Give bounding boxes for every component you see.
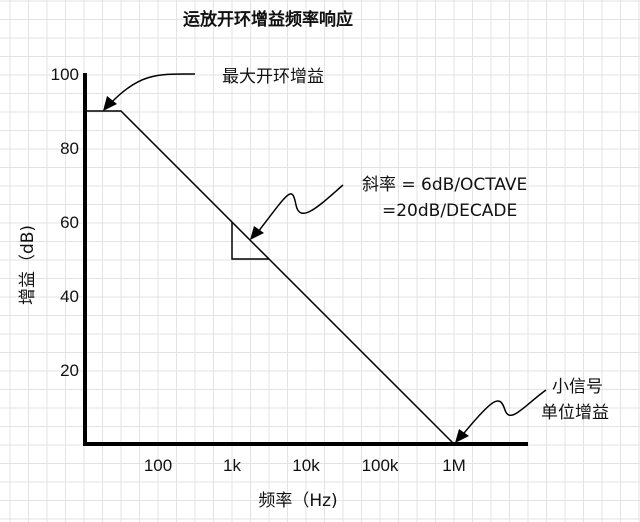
y-tick-label: 100 [51,65,79,84]
annotation-max-gain: 最大开环增益 [222,67,324,87]
x-tick-label: 10k [292,456,320,475]
annotation-unity-line2: 单位增益 [541,403,609,423]
x-tick-label: 1M [442,456,466,475]
annotation-slope-line2: =20dB/DECADE [382,201,517,221]
arrow-max-gain [103,73,196,111]
x-tick-label: 100 [144,456,172,475]
x-tick-label: 100k [362,456,399,475]
y-tick-label: 80 [60,139,79,158]
arrow-slope [250,184,344,240]
annotation-unity-line1: 小信号 [552,377,603,397]
annotation-slope-line1: 斜率 = 6dB/OCTAVE [362,175,527,195]
slope-triangle [231,222,269,260]
x-axis-label: 频率（Hz) [258,491,337,511]
y-tick-label: 60 [60,213,79,232]
gain-curve [87,110,455,445]
chart-title: 运放开环增益频率响应 [183,9,353,30]
y-axis-label: 增益（dB) [18,225,38,305]
arrow-unity-gain [455,389,547,443]
y-tick-label: 20 [60,361,79,380]
y-tick-label: 40 [60,287,79,306]
x-tick-label: 1k [223,456,241,475]
